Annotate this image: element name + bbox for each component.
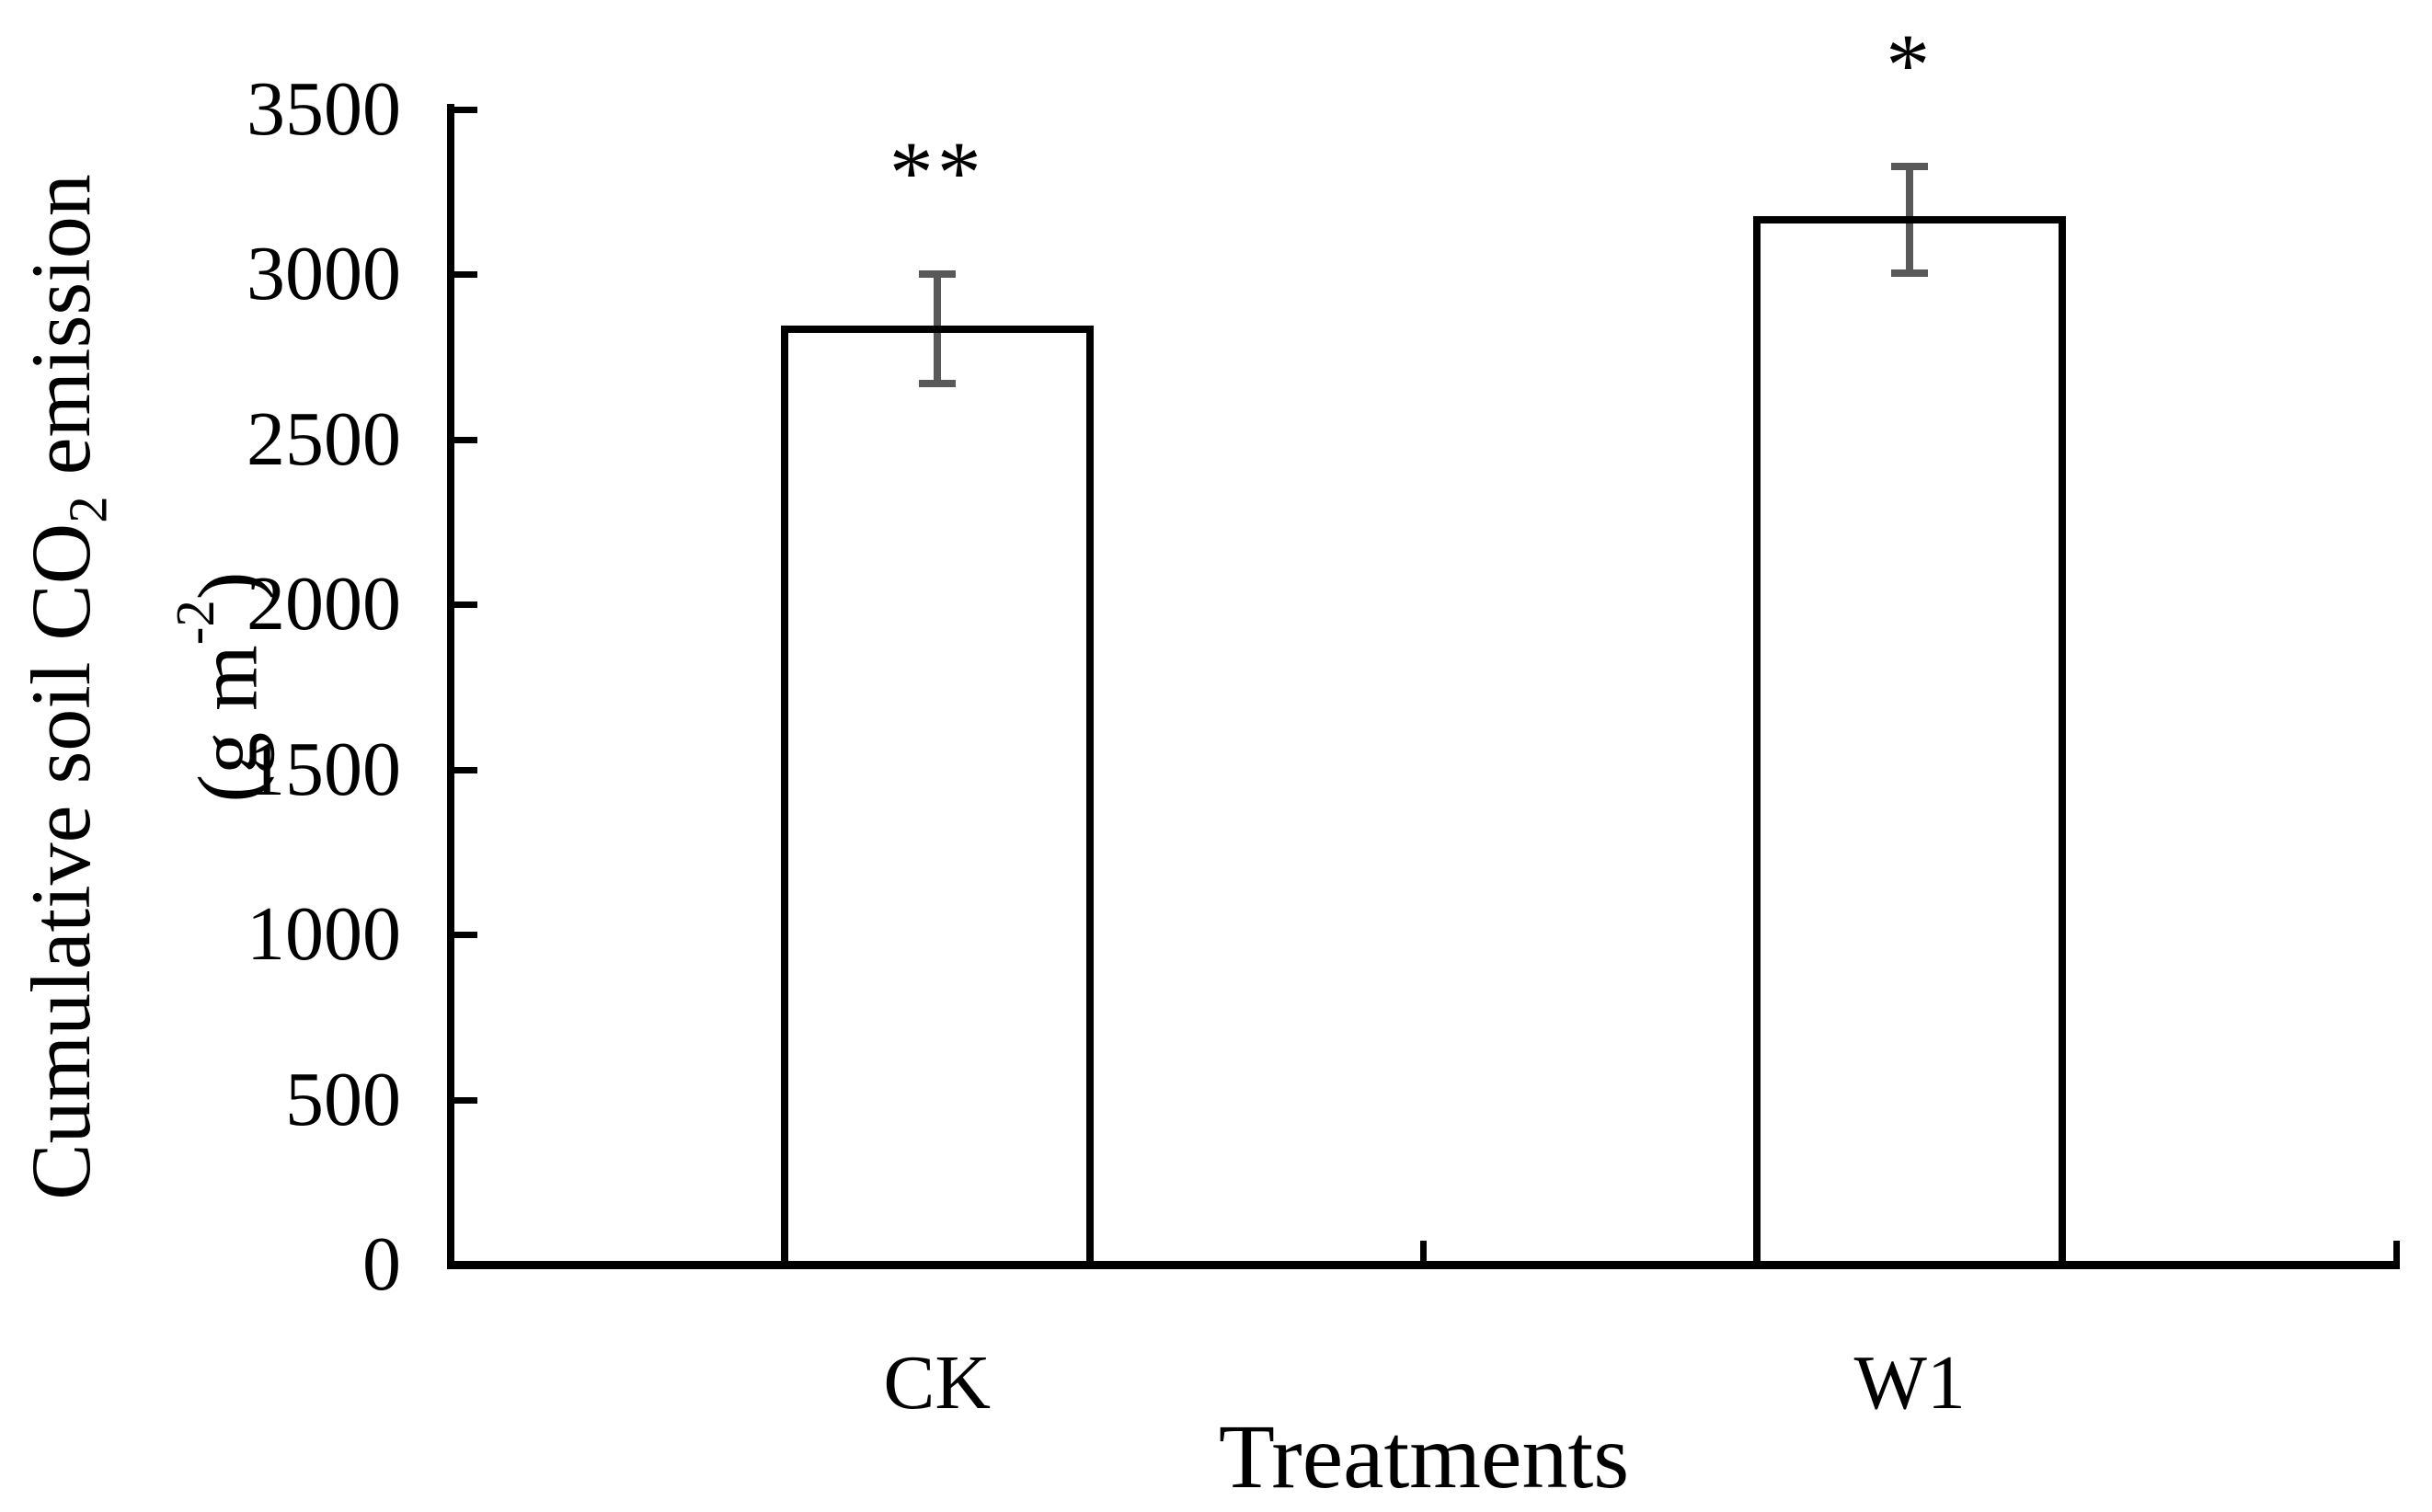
y-axis-tick-top	[454, 107, 477, 113]
y-tick-label: 3500	[247, 66, 401, 152]
y-tick-label: 2500	[247, 395, 401, 482]
y-tick-label: 500	[285, 1056, 401, 1142]
y-axis-tick	[454, 932, 477, 939]
x-axis-title: Treatments	[1218, 1405, 1630, 1507]
y-axis-tick	[454, 766, 477, 773]
y-axis-tick	[454, 1096, 477, 1104]
bar-ck	[780, 325, 1094, 1268]
co2-subscript: 2	[58, 496, 119, 523]
y-axis-tick	[454, 601, 477, 609]
y-tick-label: 2000	[247, 561, 401, 647]
x-axis-tick	[1420, 1241, 1427, 1261]
error-bar-cap-top	[1891, 163, 1929, 171]
y-axis-tick	[454, 271, 477, 279]
category-label: CK	[883, 1340, 992, 1426]
error-bar-cap-top	[918, 270, 956, 279]
bar-w1	[1753, 216, 2067, 1268]
x-axis-line	[447, 1261, 2400, 1269]
category-label: W1	[1853, 1340, 1966, 1426]
y-tick-label: 1500	[247, 726, 401, 812]
y-axis-line	[447, 104, 454, 1269]
y-axis-tick	[454, 436, 477, 443]
significance-label: *	[1886, 16, 1934, 115]
error-bar-cap-bottom	[918, 379, 956, 387]
y-tick-label: 0	[362, 1221, 401, 1307]
x-axis-tick	[2392, 1241, 2400, 1261]
y-tick-label: 3000	[247, 231, 401, 317]
significance-label: **	[889, 123, 985, 223]
bar-top-border	[1753, 216, 2067, 224]
error-bar-cap-bottom	[1891, 269, 1929, 278]
bar-top-border	[780, 325, 1094, 333]
y-tick-label: 1000	[247, 891, 401, 978]
